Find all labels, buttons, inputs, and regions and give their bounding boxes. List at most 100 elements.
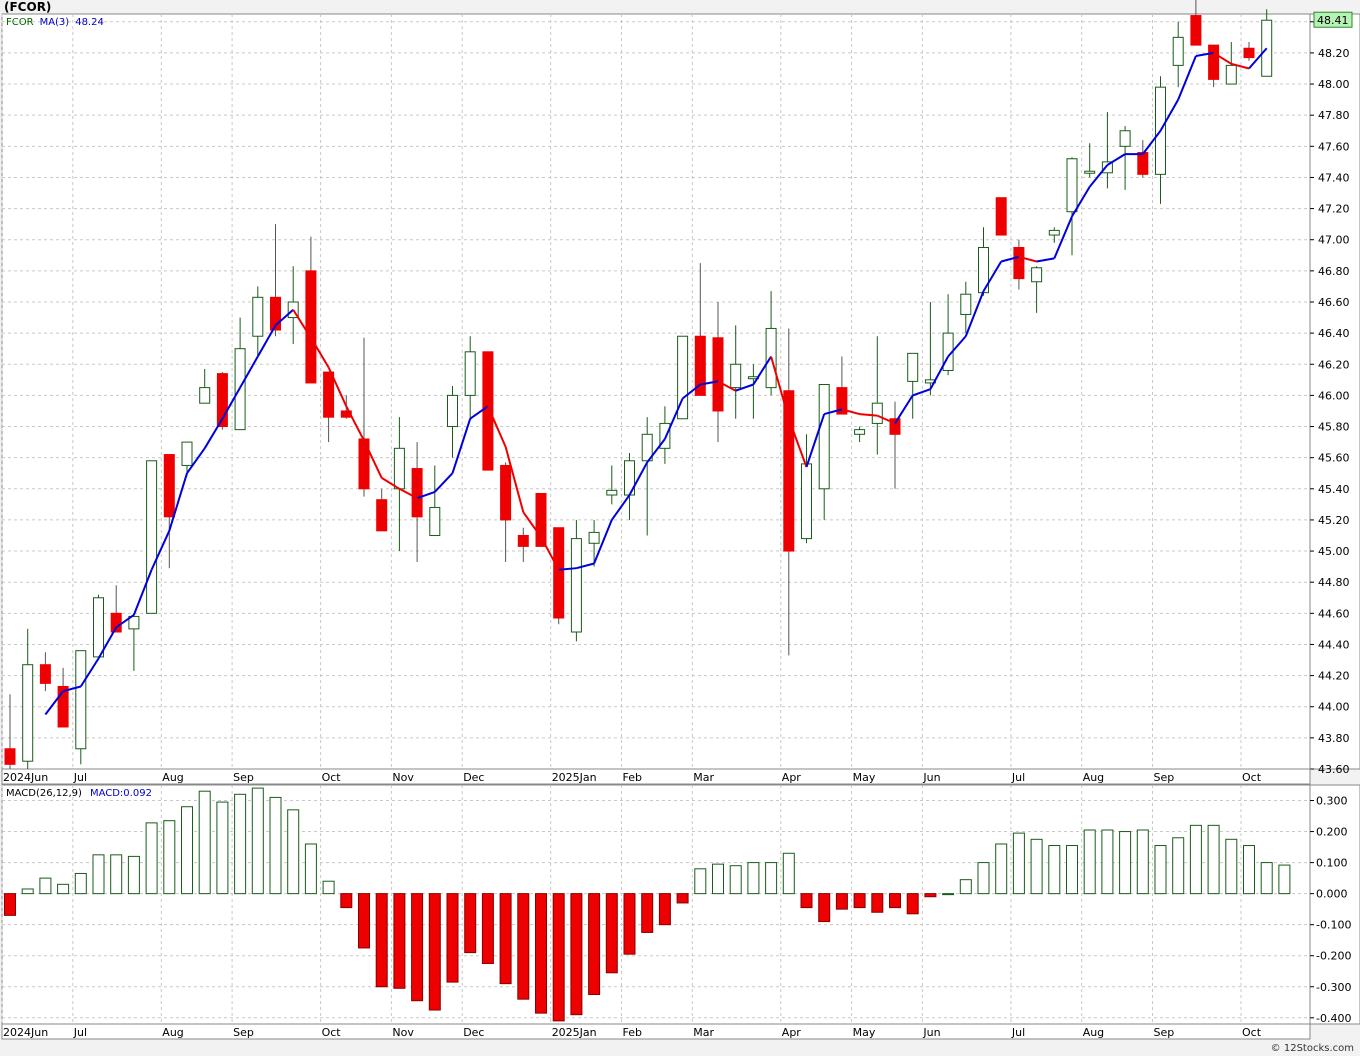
candle-body	[517, 534, 529, 547]
macd-xtick-label: Apr	[782, 1026, 802, 1039]
ma3-segment	[1036, 257, 1055, 263]
macd-bar	[428, 893, 441, 1011]
price-ytick-label: 45.40	[1318, 483, 1350, 496]
price-ytick-label: 46.00	[1318, 389, 1350, 402]
price-xtick-label: Aug	[1083, 771, 1104, 784]
macd-xtick-label: Jul	[73, 1026, 87, 1039]
ma3-segment	[841, 408, 860, 416]
macd-legend: MACD(26,12,9) MACD:0.092	[6, 788, 152, 799]
macd-bar	[942, 893, 955, 896]
price-ytick-label: 47.40	[1318, 171, 1350, 184]
price-ytick-label: 47.80	[1318, 109, 1350, 122]
ma3-segment	[1142, 130, 1162, 155]
price-xtick-label: Sep	[1154, 771, 1175, 784]
credit-text: © 12Stocks.com	[1270, 1043, 1354, 1054]
macd-bar	[110, 854, 123, 895]
price-ytick-label: 46.20	[1318, 358, 1350, 371]
ma3-segment	[787, 418, 808, 468]
candle-body	[801, 463, 812, 540]
candle-body	[570, 538, 582, 633]
macd-bar	[375, 893, 388, 988]
candle-body	[163, 454, 175, 518]
candle-body	[1137, 152, 1149, 175]
macd-bar	[623, 893, 636, 955]
macd-ytick-label: 0.300	[1316, 795, 1348, 808]
price-ytick-label: 44.00	[1318, 701, 1350, 714]
candle-body	[305, 270, 317, 384]
ma3-segment	[1177, 55, 1197, 100]
price-ytick-label: 44.60	[1318, 607, 1350, 620]
ma3-segment	[486, 405, 507, 448]
price-xtick-label: Jul	[1011, 771, 1025, 784]
ma3-segment	[292, 309, 312, 339]
price-plot-area	[1, 13, 1311, 770]
macd-bar	[1189, 824, 1202, 895]
macd-xtick-label: Aug	[1083, 1026, 1104, 1039]
candle-body	[93, 597, 104, 658]
macd-bar	[464, 893, 477, 954]
price-ytick-label: 44.80	[1318, 576, 1350, 589]
macd-bar	[871, 893, 884, 913]
ma3-segment	[434, 472, 454, 493]
candle-body	[128, 615, 140, 630]
price-panel: 43.60 43.80 44.00 44.20 44.40 44.60 44.80 45.00…	[1, 0, 1360, 785]
candle-body	[535, 492, 547, 547]
ma3-segment	[62, 685, 82, 693]
macd-bar	[853, 893, 866, 909]
macd-ytick-label: 0.000	[1316, 888, 1348, 901]
macd-bar	[181, 806, 193, 895]
price-ytick-label: 47.00	[1318, 234, 1350, 247]
last-price-tag	[1313, 11, 1353, 28]
candle-body	[75, 650, 87, 750]
macd-bar	[1136, 829, 1149, 895]
price-xtick-label: Feb	[623, 771, 642, 784]
candle-body	[694, 335, 706, 396]
macd-bar	[92, 854, 105, 895]
ma3-segment	[1248, 47, 1268, 70]
ma3-segment	[451, 418, 472, 474]
macd-bar	[1278, 864, 1291, 895]
macd-bar	[145, 822, 158, 895]
ma3-segment	[345, 405, 365, 441]
price-ytick-label: 44.40	[1318, 638, 1350, 651]
ma3-segment	[859, 413, 878, 417]
macd-bar	[358, 893, 370, 949]
macd-bar	[1243, 845, 1255, 895]
macd-bar	[216, 801, 229, 895]
macd-xtick-label: Mar	[693, 1026, 714, 1039]
macd-bar	[340, 893, 353, 909]
macd-bar	[959, 879, 972, 895]
chart-title: (FCOR)	[4, 0, 52, 14]
ma3-segment	[256, 324, 277, 357]
price-xtick-label: Nov	[392, 771, 414, 784]
candle-body	[588, 531, 600, 544]
macd-bar	[906, 893, 919, 915]
candle-body	[818, 383, 830, 490]
macd-xtick-label: Dec	[463, 1026, 484, 1039]
macd-bar	[1172, 837, 1185, 895]
macd-bar	[251, 787, 264, 895]
macd-xtick-label: Jun	[922, 1026, 940, 1039]
ma3-segment	[805, 413, 826, 468]
price-ytick-label: 48.20	[1318, 47, 1350, 60]
candle-body	[393, 447, 405, 490]
candle-body	[907, 352, 919, 382]
candle-body	[1172, 36, 1184, 66]
macd-bar	[234, 793, 247, 895]
macd-xtick-label: Sep	[233, 1026, 254, 1039]
candle-body	[376, 499, 388, 532]
ma3-segment	[239, 355, 259, 389]
macd-bar	[198, 790, 211, 895]
candle-body	[270, 296, 281, 331]
ma3-segment	[646, 438, 666, 463]
candle-body	[447, 394, 458, 428]
candle-body	[836, 387, 848, 415]
candle-body	[1031, 267, 1043, 283]
ma3-segment	[1000, 255, 1020, 263]
candle-body	[1208, 44, 1220, 80]
candle-body	[889, 418, 901, 435]
macd-bar	[446, 893, 459, 983]
macd-xtick-label: 2024Jun	[3, 1026, 48, 1039]
candle-body	[553, 527, 565, 619]
price-xtick-label: 2024Jun	[3, 771, 48, 784]
